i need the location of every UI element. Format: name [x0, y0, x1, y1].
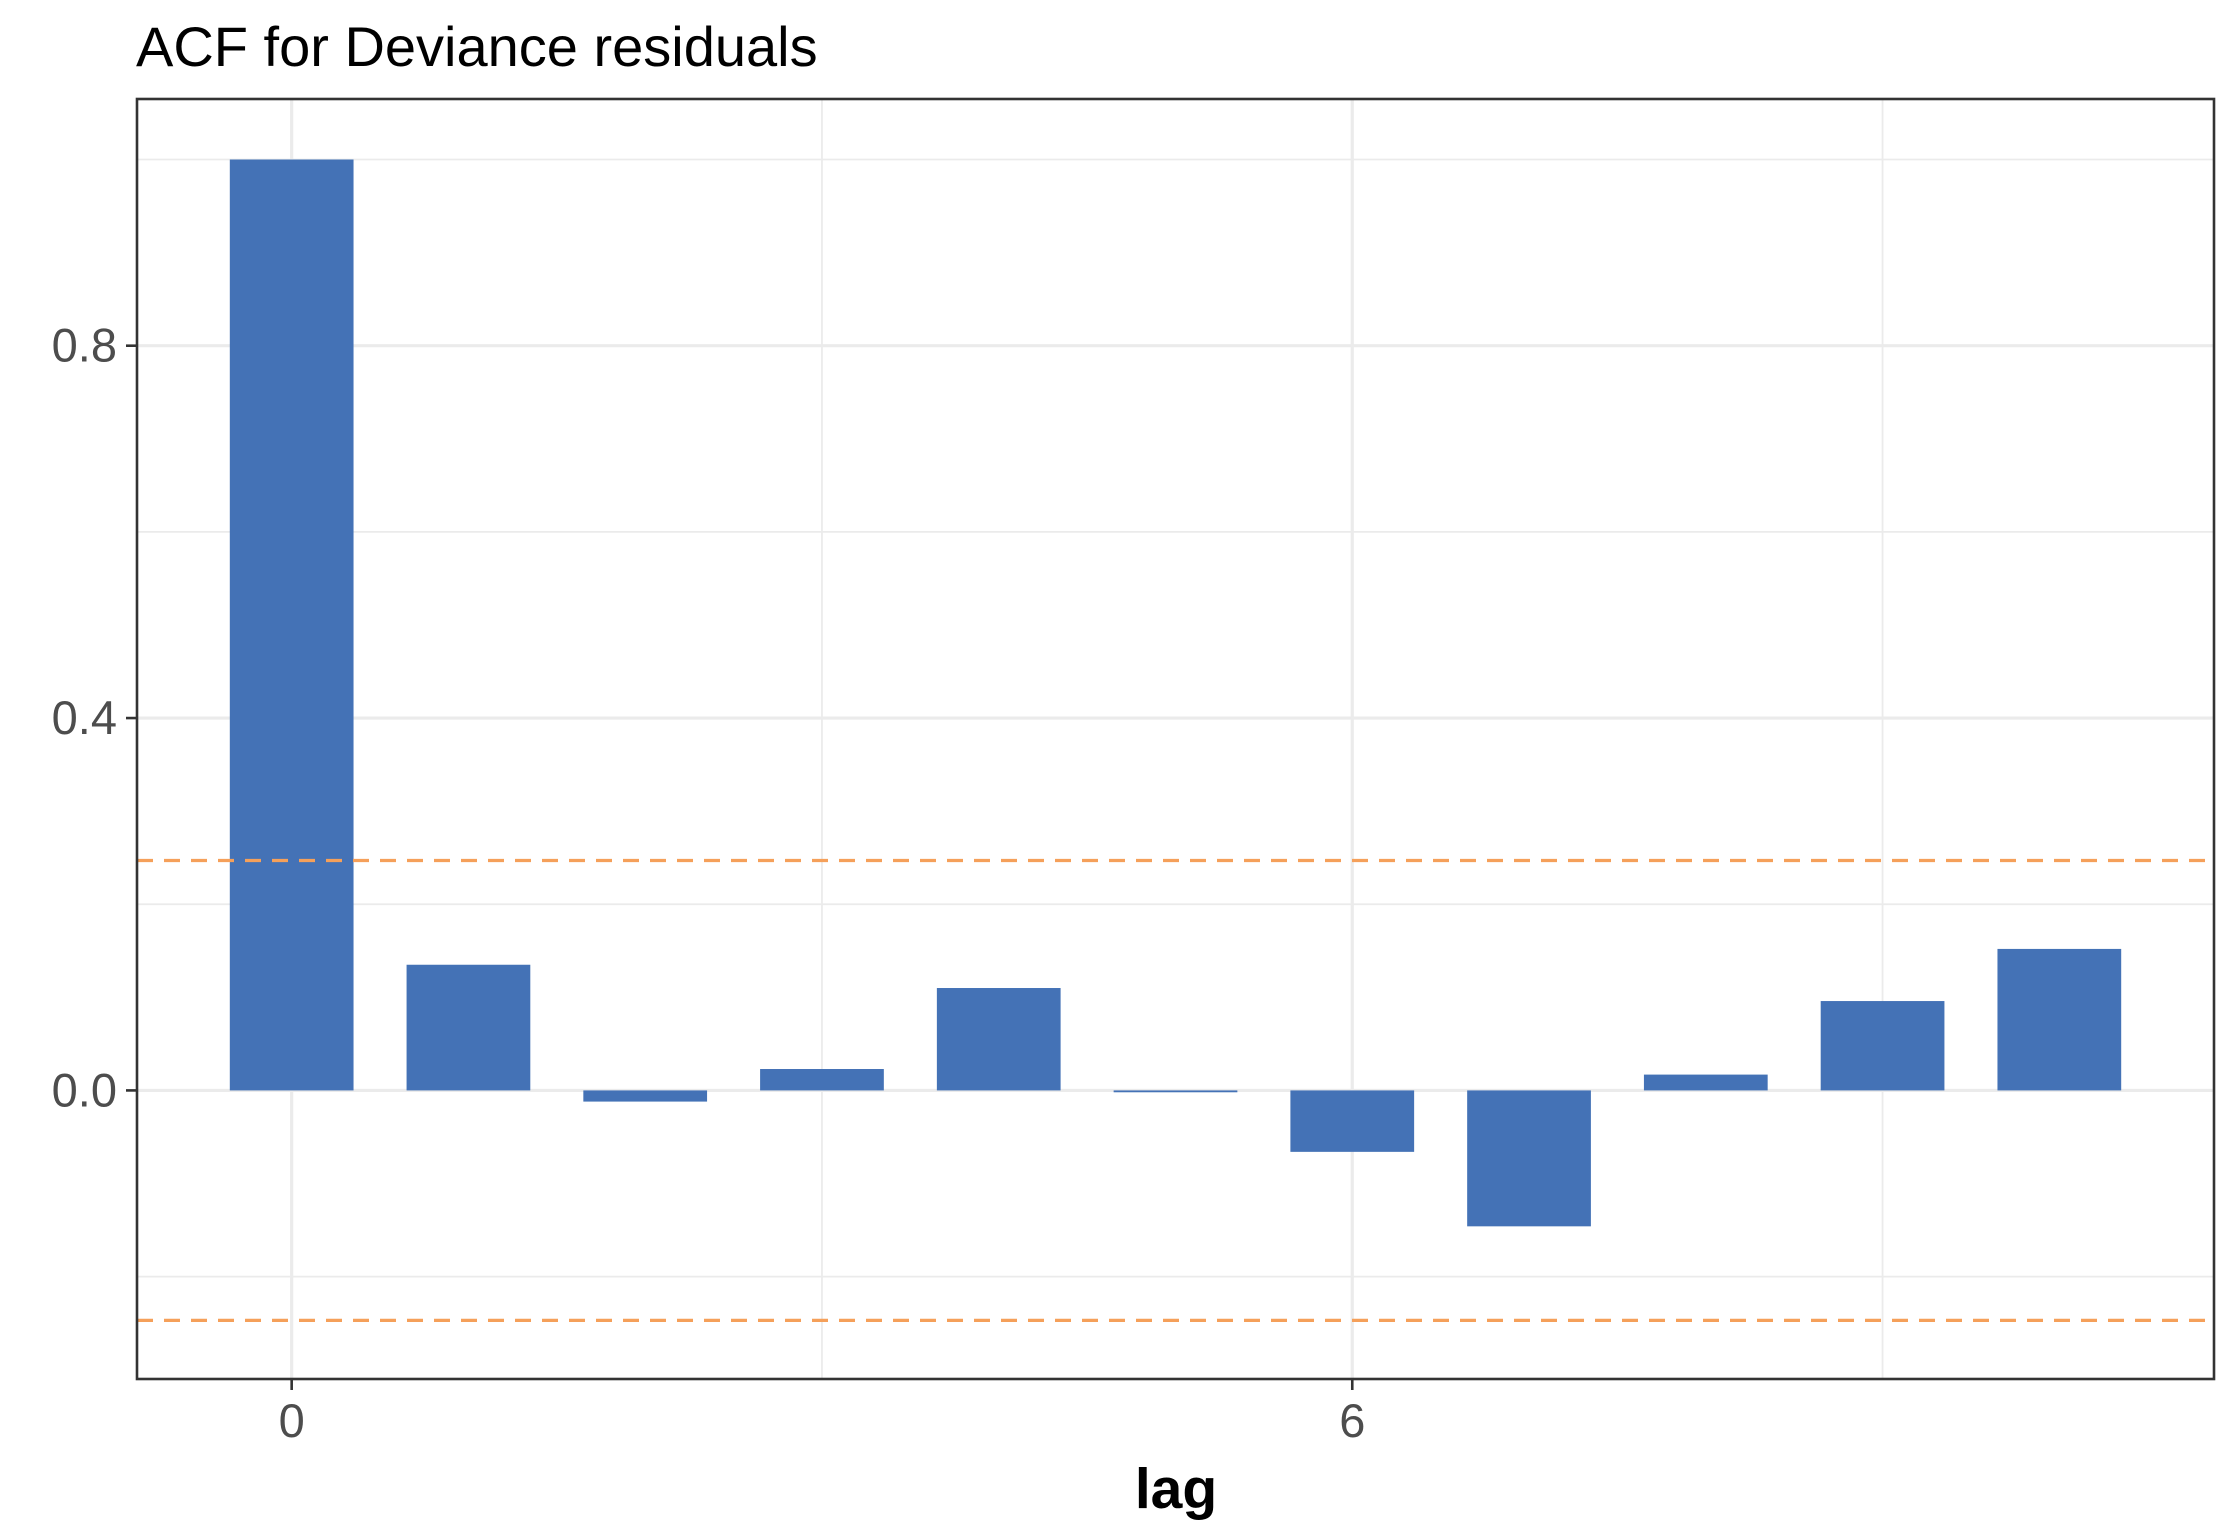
bar-lag-4 — [936, 988, 1061, 1091]
y-tick-label-2: 0.8 — [52, 319, 117, 372]
bar-lag-1 — [406, 964, 531, 1091]
confidence-bounds — [137, 858, 2214, 1322]
x-tick-label-0: 0 — [279, 1394, 305, 1447]
bar-lag-0 — [229, 159, 354, 1091]
x-axis-label: lag — [1135, 1457, 1217, 1521]
bar-lag-5 — [1113, 1090, 1238, 1093]
chart-title: ACF for Deviance residuals — [136, 15, 818, 78]
y-axis: 0.0 0.4 0.8 — [52, 319, 137, 1116]
bar-lag-8 — [1643, 1074, 1768, 1091]
bar-lag-2 — [583, 1090, 708, 1102]
y-tick-label-0: 0.0 — [52, 1063, 117, 1116]
bar-lag-3 — [760, 1069, 884, 1091]
panel-border — [135, 97, 2216, 1381]
bar-lag-9 — [1820, 1001, 1945, 1091]
bar-lag-10 — [1997, 948, 2122, 1091]
x-tick-label-1: 6 — [1339, 1394, 1365, 1447]
gridlines — [137, 99, 2214, 1379]
bar-lag-7 — [1467, 1090, 1591, 1227]
bar-lag-6 — [1290, 1090, 1415, 1152]
panel-frame — [135, 97, 2216, 1381]
y-tick-label-1: 0.4 — [52, 691, 117, 744]
bars — [229, 159, 2122, 1227]
